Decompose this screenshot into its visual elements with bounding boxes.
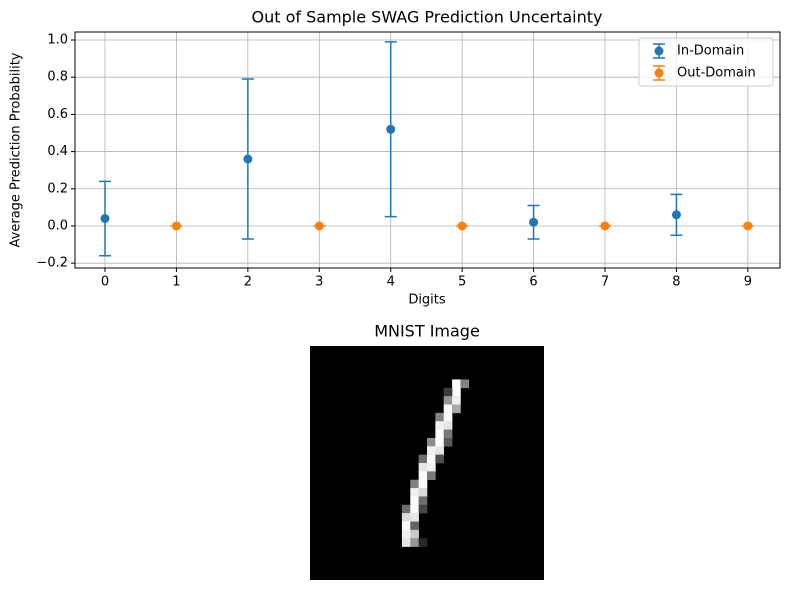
point [457,221,467,231]
pixel [460,379,470,389]
y-tick-label: 0.4 [47,144,68,159]
pixel [427,437,436,447]
pixel [418,471,428,481]
pixel [435,421,445,430]
pixel [401,513,411,522]
pixel [427,463,436,472]
point [243,154,253,164]
x-tick-label: 0 [101,275,109,290]
pixel [410,529,419,539]
pixel [443,396,453,405]
pixel [443,404,453,414]
pixel [401,529,411,539]
point [743,221,753,231]
pixel [435,446,445,455]
pixel [443,387,453,397]
pixel [410,513,419,522]
legend-box [638,37,774,87]
y-axis-label: Average Prediction Probability [9,52,24,247]
point [671,210,681,220]
y-tick-label: 0.2 [47,181,68,196]
pixel [452,379,461,389]
pixel [427,446,436,455]
pixel [418,538,428,547]
pixel [435,429,445,439]
pixel [410,479,419,489]
y-tick-label: 0.6 [47,107,68,122]
chart-title: Out of Sample SWAG Prediction Uncertaint… [252,8,603,27]
x-tick-label: 2 [244,275,252,290]
pixel [410,488,419,497]
point [314,221,324,231]
y-tick-label: −0.2 [36,256,68,271]
x-tick-label: 8 [672,275,680,290]
pixel [443,429,453,439]
legend-marker [654,68,664,78]
pixel [410,521,419,531]
point [386,124,396,134]
point [600,221,610,231]
pixel [443,437,453,447]
pixel [410,496,419,506]
pixel [427,471,436,481]
pixel [427,454,436,464]
y-tick-label: 0.0 [47,218,68,233]
pixel [443,412,453,422]
pixel [435,412,445,422]
pixel [452,396,461,405]
pixel [401,521,411,531]
plot-frame [74,31,781,269]
x-tick-label: 5 [458,275,466,290]
pixel [443,421,453,430]
x-tick-label: 9 [744,275,752,290]
point [100,214,110,224]
pixel [418,496,428,506]
pixel [418,504,428,514]
x-tick-label: 1 [172,275,180,290]
pixel [418,463,428,472]
x-tick-label: 4 [387,275,395,290]
pixel [452,387,461,397]
digit-pixels [401,379,470,547]
point [171,221,181,231]
y-tick-label: 1.0 [47,32,68,47]
pixel [418,454,428,464]
x-tick-label: 6 [529,275,537,290]
pixel [435,437,445,447]
pixel [410,538,419,547]
pixel [452,404,461,414]
pixel [418,479,428,489]
pixel [401,538,411,547]
x-tick-label: 3 [315,275,323,290]
legend-marker [654,46,664,56]
pixel [435,454,445,464]
x-axis-label: Digits [408,293,446,308]
y-tick-label: 0.8 [47,70,68,85]
pixel [418,488,428,497]
x-tick-label: 7 [601,275,609,290]
pixel [401,504,411,514]
legend-label: Out-Domain [677,66,756,81]
legend-label: In-Domain [677,44,744,59]
image-title: MNIST Image [374,322,480,341]
point [529,217,539,227]
pixel [410,504,419,514]
